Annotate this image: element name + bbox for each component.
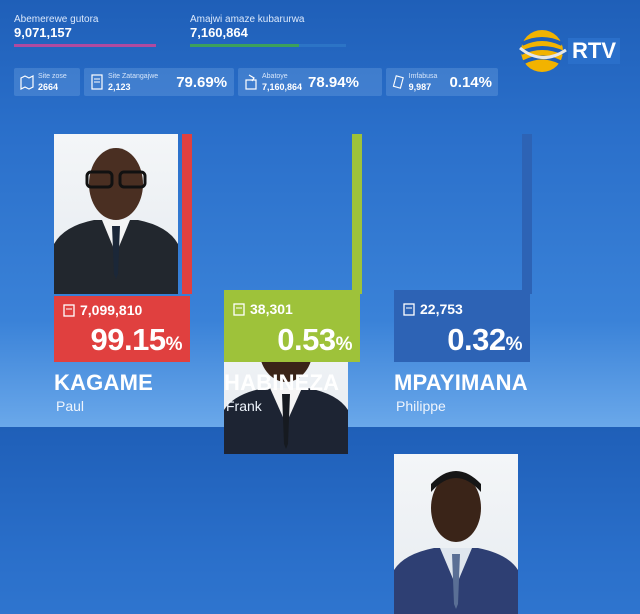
map-icon <box>20 75 34 90</box>
candidate-votes: 38,301 <box>250 301 293 317</box>
candidate-percentage: 0.32% <box>447 322 522 357</box>
info-label: Site Zatangajwe <box>108 73 159 80</box>
candidate-share-bar-kagame <box>182 134 192 294</box>
candidate-votes: 7,099,810 <box>80 302 143 318</box>
candidate-votes: 22,753 <box>420 301 463 317</box>
invalid-ballot-icon <box>392 75 404 89</box>
ballot-icon <box>63 304 75 317</box>
candidate-surname: KAGAME <box>54 370 153 395</box>
info-value: 2,123 <box>108 82 131 92</box>
counted-votes-value: 7,160,864 <box>190 25 248 40</box>
ballot-icon <box>245 74 257 90</box>
registered-voters-stat: Abemerewe gutora 9,071,157 <box>14 14 170 47</box>
candidate-percentage: 0.53% <box>277 322 352 357</box>
info-label: Abatoye <box>262 73 288 80</box>
candidate-surname: HABINEZA <box>224 370 340 395</box>
candidate-share-bar-mpayimana <box>522 134 532 294</box>
counted-votes-label: Amajwi amaze kubarurwa <box>190 14 305 25</box>
counted-votes-stat: Amajwi amaze kubarurwa 7,160,864 <box>190 14 350 47</box>
info-value: 2664 <box>38 82 59 92</box>
candidate-photo-mpayimana <box>394 454 518 614</box>
rtv-logo-text: RTV <box>568 38 620 64</box>
info-label: Site zose <box>38 73 67 80</box>
candidate-firstname: Philippe <box>396 398 446 414</box>
candidate-result-box-mpayimana: 22,753 0.32% <box>394 290 530 362</box>
candidate-firstname: Paul <box>56 398 85 414</box>
info-invalid: Imfabusa 9,987 0.14% <box>386 68 498 96</box>
info-percentage: 79.69% <box>176 73 228 91</box>
candidate-share-bar-habineza <box>352 134 362 294</box>
ballot-icon <box>403 303 415 316</box>
counted-votes-bar <box>190 44 346 47</box>
candidate-photo-kagame <box>54 134 178 294</box>
candidate-firstname: Frank <box>226 398 262 414</box>
info-percentage: 78.94% <box>308 73 359 91</box>
candidate-percentage: 99.15% <box>90 322 183 357</box>
info-turnout: Abatoye 7,160,864 78.94% <box>238 68 382 96</box>
registered-voters-bar <box>14 44 156 47</box>
candidate-surname: MPAYIMANA <box>394 370 528 395</box>
info-value: 7,160,864 <box>262 82 303 92</box>
candidate-result-box-kagame: 7,099,810 99.15% <box>54 296 190 362</box>
rtv-globe-icon <box>519 30 567 72</box>
candidate-result-box-habineza: 38,301 0.53% <box>224 290 360 362</box>
polling-info-row: Site zose 2664 Site Zatangajwe 2,123 79.… <box>14 68 504 96</box>
ballot-icon <box>233 303 245 316</box>
info-label: Imfabusa <box>408 73 438 80</box>
registered-voters-value: 9,071,157 <box>14 25 72 40</box>
info-value: 9,987 <box>408 82 432 92</box>
info-percentage: 0.14% <box>449 73 492 91</box>
registered-voters-label: Abemerewe gutora <box>14 14 99 25</box>
info-sites-reported: Site Zatangajwe 2,123 79.69% <box>84 68 234 96</box>
rtv-logo: RTV <box>518 26 624 76</box>
document-icon <box>91 74 103 90</box>
info-sites-total: Site zose 2664 <box>14 68 80 96</box>
